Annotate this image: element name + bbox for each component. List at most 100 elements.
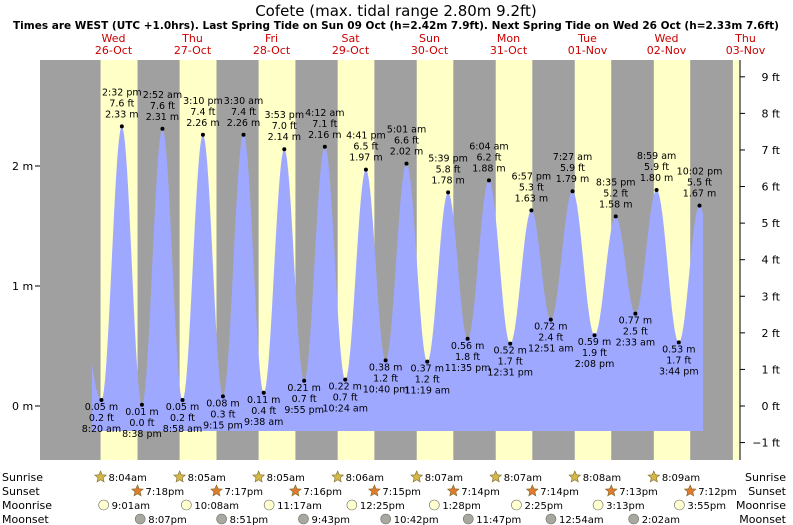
moon-icon: [592, 499, 604, 511]
tide-point: [529, 208, 534, 213]
tide-label: 2:32 pm: [102, 87, 142, 98]
date-label: 03-Nov: [726, 44, 766, 57]
sunrise-time: 8:08am: [583, 473, 621, 484]
moon-icon: [181, 499, 192, 511]
tide-point: [548, 317, 553, 322]
date-label: 28-Oct: [253, 44, 291, 57]
sunset-time: 7:14pm: [540, 487, 579, 498]
tide-label: 5.8 ft: [436, 164, 461, 175]
tide-label: 1.2 ft: [415, 375, 440, 386]
tide-point: [465, 336, 470, 341]
tide-label: 1.2 ft: [373, 373, 398, 384]
day-of-week-label: Wed: [102, 32, 126, 45]
tide-point: [200, 132, 205, 137]
tide-label: 1.67 m: [683, 189, 716, 200]
day-of-week-label: Thu: [734, 32, 756, 45]
moon-icon: [545, 513, 557, 525]
tide-label: 3:10 pm: [183, 96, 223, 107]
sunrise-row-label-right: Sunrise: [745, 471, 786, 484]
tide-point: [676, 340, 681, 345]
moon-icon: [298, 513, 309, 525]
axes: 0 m 1 m 2 m −1 ft 0 ft 1 ft 2 ft 3 ft 4 ft 5 ft 6 …: [12, 60, 781, 460]
right-axis-label: 8 ft: [762, 107, 781, 120]
tide-point: [180, 398, 185, 402]
sunrise-time: 8:05am: [188, 473, 226, 484]
tide-label: 0.7 ft: [292, 394, 317, 405]
sun-star-icon: [525, 484, 539, 497]
tide-label: 0.05 m: [85, 402, 118, 413]
tide-label: 0.52 m: [493, 346, 526, 357]
tide-label: 7.4 ft: [231, 107, 256, 118]
tide-label: 2.14 m: [268, 132, 301, 143]
day-of-week-label: Fri: [265, 32, 278, 45]
tide-label: 1.88 m: [472, 163, 505, 174]
moon-icon: [511, 499, 522, 511]
moonrise-time: 3:13pm: [606, 501, 645, 512]
sun-star-icon: [683, 484, 697, 497]
date-label: 27-Oct: [174, 44, 212, 57]
sun-star-icon: [604, 484, 618, 497]
tide-label: 7.6 ft: [150, 101, 175, 112]
sun-star-icon: [489, 470, 503, 483]
right-axis-label: 6 ft: [762, 181, 781, 194]
tide-point: [302, 378, 307, 383]
moon-icon: [429, 499, 440, 511]
tide-label: 1.7 ft: [498, 357, 523, 368]
tide-curve: [92, 126, 703, 432]
moonset-time: 8:07pm: [148, 515, 187, 525]
moonrise-time: 9:01am: [112, 501, 150, 512]
tide-label: 8:35 pm: [596, 177, 636, 188]
sun-star-icon: [173, 470, 187, 483]
tide-point: [508, 341, 513, 346]
tide-label: 8:20 am: [82, 424, 121, 435]
sunset-time: 7:18pm: [146, 487, 185, 498]
day-of-week-label: Wed: [655, 32, 679, 45]
tide-label: 8:58 am: [163, 424, 202, 435]
sun-star-icon: [410, 470, 424, 483]
tide-label: 1.78 m: [431, 175, 464, 186]
moonrise-time: 3:55pm: [687, 501, 726, 512]
tide-point: [139, 402, 144, 407]
tide-label: 0.21 m: [287, 383, 320, 394]
tide-label: 2.5 ft: [623, 327, 648, 338]
moon-icon: [380, 513, 392, 525]
tide-label: 12:31 pm: [487, 368, 533, 379]
moonrise-time: 2:25pm: [524, 501, 563, 512]
moon-icon: [216, 513, 227, 525]
day-of-week-label: Mon: [497, 32, 520, 45]
tide-label: 5.5 ft: [687, 178, 712, 189]
left-axis-label: 0 m: [12, 400, 33, 413]
tide-label: 0.53 m: [662, 344, 695, 355]
right-axis-label: 0 ft: [762, 400, 781, 413]
tide-label: 10:40 pm: [363, 384, 409, 395]
sunset-time: 7:12pm: [698, 487, 737, 498]
sunset-time: 7:15pm: [382, 487, 421, 498]
right-axis-label: 4 ft: [762, 254, 781, 267]
sunset-row-label-right: Sunset: [748, 485, 786, 498]
tide-label: 0.59 m: [578, 337, 611, 348]
tide-point: [119, 124, 124, 129]
tide-label: 11:19 am: [405, 386, 450, 397]
tide-point: [570, 189, 575, 194]
tide-label: 0.01 m: [125, 407, 158, 418]
moonset-time: 9:43pm: [311, 515, 350, 525]
tide-label: 0.2 ft: [170, 413, 195, 424]
sun-star-icon: [94, 470, 108, 483]
tide-label: 2:33 am: [616, 338, 655, 349]
tide-label: 7.0 ft: [272, 121, 297, 132]
left-axis-label: 1 m: [12, 280, 33, 293]
tide-label: 2.4 ft: [538, 333, 563, 344]
tide-point: [697, 203, 702, 208]
tide-label: 1.58 m: [599, 199, 632, 210]
sun-star-icon: [367, 484, 381, 497]
moonset-time: 2:02am: [642, 515, 680, 525]
daylight-band: [732, 60, 740, 460]
tide-label: 0.11 m: [247, 395, 280, 406]
tide-label: 1.80 m: [640, 173, 673, 184]
tide-label: 0.08 m: [206, 398, 239, 409]
tide-label: 9:38 am: [244, 417, 283, 428]
tide-point: [446, 190, 451, 195]
header: Cofete (max. tidal range 2.80m 9.2ft) Ti…: [13, 2, 779, 32]
moonset-row-label-left: Moonset: [2, 513, 49, 525]
